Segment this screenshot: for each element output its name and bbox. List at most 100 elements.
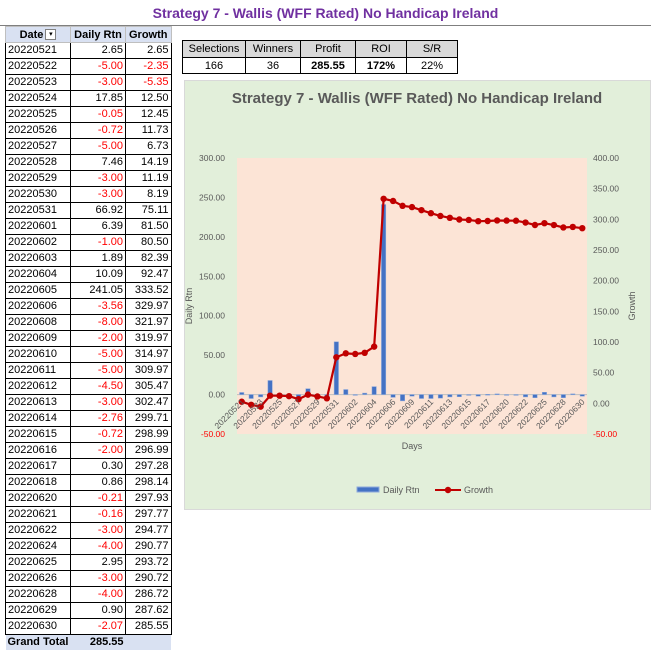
- daily-cell: -5.00: [70, 362, 126, 379]
- bar-daily-rtn: [447, 394, 453, 398]
- daily-cell: -4.50: [70, 378, 126, 395]
- summary-value-roi: 172%: [355, 57, 407, 74]
- growth-cell: 6.73: [125, 138, 172, 155]
- bar-daily-rtn: [248, 394, 254, 399]
- page-title: Strategy 7 - Wallis (WFF Rated) No Handi…: [152, 5, 499, 21]
- date-cell: 20220528: [5, 154, 71, 171]
- table-row: 20220521 2.65 2.65: [5, 42, 172, 59]
- table-row: 20220610 -5.00 314.97: [5, 346, 172, 363]
- bar-daily-rtn: [485, 394, 491, 396]
- daily-cell: 6.39: [70, 218, 126, 235]
- daily-cell: 0.30: [70, 458, 126, 475]
- table-row: 20220522 -5.00 -2.35: [5, 58, 172, 75]
- growth-point: [380, 195, 387, 202]
- bar-daily-rtn: [343, 389, 349, 395]
- table-row: 20220628 -4.00 286.72: [5, 586, 172, 603]
- bar-daily-rtn: [579, 394, 585, 397]
- bar-daily-rtn: [409, 394, 415, 397]
- daily-cell: -5.00: [70, 58, 126, 75]
- y2-tick-label: 0.00: [593, 398, 610, 408]
- combo-chart: Strategy 7 - Wallis (WFF Rated) No Handi…: [185, 90, 637, 495]
- date-cell: 20220628: [5, 586, 71, 603]
- daily-cell: -3.00: [70, 74, 126, 91]
- date-cell: 20220613: [5, 394, 71, 411]
- daily-cell: 0.86: [70, 474, 126, 491]
- growth-cell: 12.50: [125, 90, 172, 107]
- date-cell: 20220626: [5, 570, 71, 587]
- date-cell: 20220531: [5, 202, 71, 219]
- daily-cell: 10.09: [70, 266, 126, 283]
- y2-tick-label: 250.00: [593, 245, 619, 255]
- summary-header-selections: Selections: [182, 40, 246, 58]
- table-row: 20220617 0.30 297.28: [5, 458, 172, 475]
- daily-cell: 2.65: [70, 42, 126, 59]
- bar-daily-rtn: [400, 394, 405, 402]
- daily-cell: -0.21: [70, 490, 126, 507]
- growth-point: [503, 217, 510, 224]
- bar-daily-rtn: [390, 394, 396, 398]
- growth-point: [276, 392, 283, 399]
- date-cell: 20220629: [5, 602, 71, 619]
- summary-value-selections: 166: [182, 57, 246, 74]
- date-cell: 20220605: [5, 282, 71, 299]
- growth-point: [512, 217, 520, 224]
- y-tick-label: 200.00: [199, 232, 225, 242]
- date-cell: 20220529: [5, 170, 71, 187]
- legend-growth-label: Growth: [464, 485, 493, 495]
- summary-value-profit: 285.55: [300, 57, 356, 74]
- growth-cell: 286.72: [125, 586, 172, 603]
- bar-daily-rtn: [494, 393, 500, 395]
- date-cell: 20220620: [5, 490, 71, 507]
- table-row: 20220618 0.86 298.14: [5, 474, 172, 491]
- growth-cell: 290.72: [125, 570, 172, 587]
- x-axis-label: Days: [402, 441, 423, 451]
- y2-tick-label: 350.00: [593, 184, 619, 194]
- date-cell: 20220630: [5, 618, 71, 635]
- growth-column-header: Growth: [125, 26, 172, 43]
- table-row: 20220608 -8.00 321.97: [5, 314, 172, 331]
- growth-point: [569, 223, 577, 231]
- growth-point: [427, 210, 435, 217]
- growth-cell: 302.47: [125, 394, 172, 411]
- date-cell: 20220610: [5, 346, 71, 363]
- daily-cell: -3.00: [70, 522, 126, 539]
- daily-cell: -3.00: [70, 394, 126, 411]
- date-cell: 20220525: [5, 106, 71, 123]
- growth-cell: -5.35: [125, 74, 172, 91]
- growth-cell: 296.99: [125, 442, 172, 459]
- daily-cell: -3.00: [70, 186, 126, 203]
- bar-daily-rtn: [371, 386, 377, 395]
- summary-header-row: Selections Winners Profit ROI S/R: [182, 40, 458, 58]
- growth-cell: 297.77: [125, 506, 172, 523]
- table-row: 20220616 -2.00 296.99: [5, 442, 172, 459]
- growth-cell: 82.39: [125, 250, 172, 267]
- summary-table: Selections Winners Profit ROI S/R 166 36 285.5…: [182, 40, 458, 74]
- growth-point: [361, 349, 368, 357]
- daily-cell: -1.00: [70, 234, 126, 251]
- y2-axis-label: Growth: [627, 291, 637, 320]
- summary-value-sr: 22%: [406, 57, 458, 74]
- growth-cell: 333.52: [125, 282, 172, 299]
- y-tick-label: 300.00: [199, 153, 225, 163]
- daily-cell: -4.00: [70, 586, 126, 603]
- y-tick-label: 100.00: [199, 311, 225, 321]
- date-cell: 20220621: [5, 506, 71, 523]
- growth-point: [257, 403, 264, 410]
- filter-sort-icon[interactable]: ▾: [45, 29, 57, 41]
- date-cell: 20220618: [5, 474, 71, 491]
- y2-tick-label: 300.00: [593, 214, 619, 224]
- daily-cell: -3.00: [70, 570, 126, 587]
- chart-area: Strategy 7 - Wallis (WFF Rated) No Handi…: [184, 80, 651, 510]
- bar-daily-rtn: [456, 394, 462, 397]
- summary-value-winners: 36: [245, 57, 301, 74]
- table-row: 20220614 -2.76 299.71: [5, 410, 172, 427]
- growth-point: [465, 216, 472, 224]
- date-column-header[interactable]: Date ▾: [5, 26, 71, 43]
- growth-point: [484, 217, 491, 225]
- growth-point: [399, 202, 406, 210]
- table-row: 20220621 -0.16 297.77: [5, 506, 172, 523]
- table-row: 20220612 -4.50 305.47: [5, 378, 172, 395]
- daily-cell: 7.46: [70, 154, 126, 171]
- table-row: 20220606 -3.56 329.97: [5, 298, 172, 315]
- table-header-row: Date ▾ Daily Rtn Growth: [5, 26, 172, 43]
